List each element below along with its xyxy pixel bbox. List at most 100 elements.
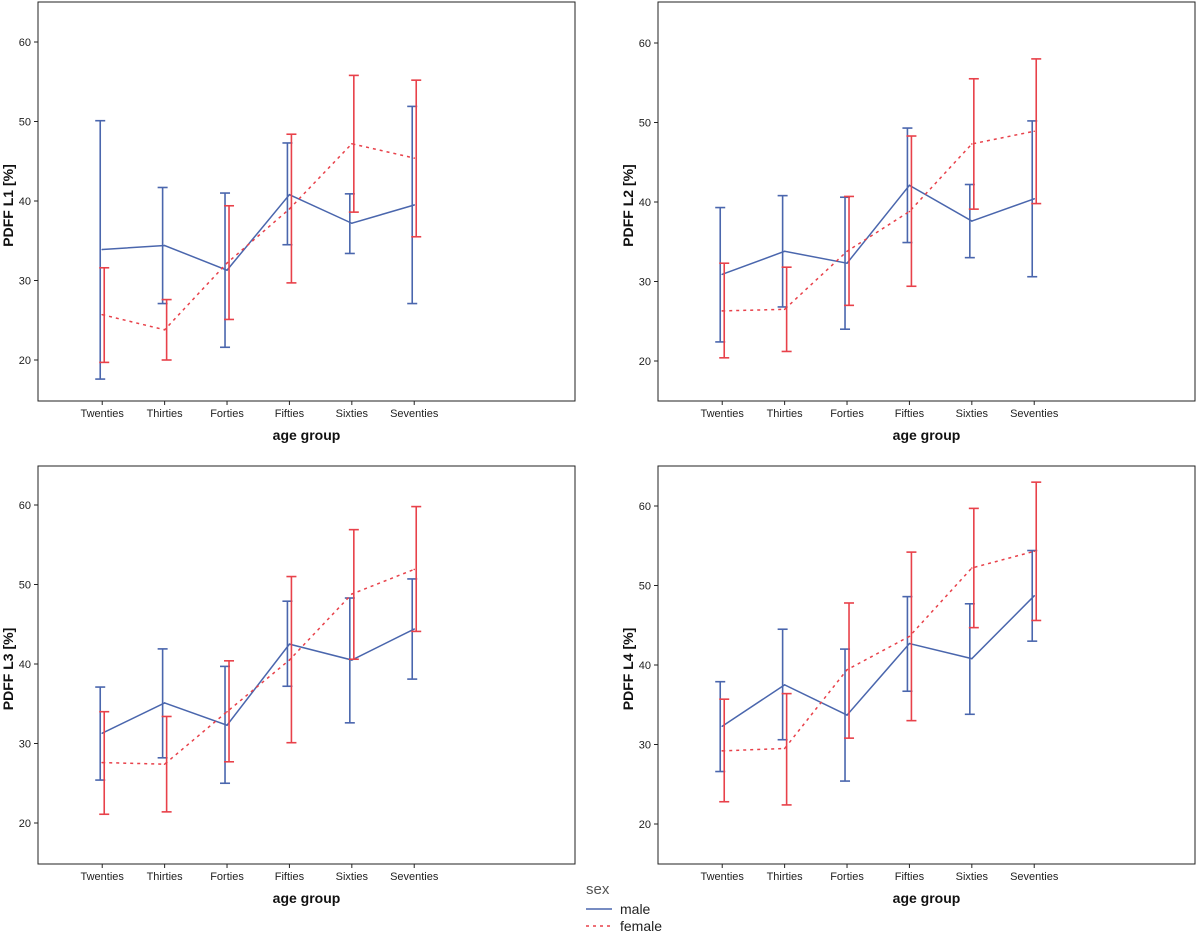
y-tick-label: 30	[19, 739, 31, 751]
x-tick-label: Thirties	[767, 408, 804, 420]
y-tick-label: 20	[19, 818, 31, 830]
x-tick-label: Twenties	[701, 408, 745, 420]
x-tick-label: Thirties	[147, 871, 184, 883]
chart-panel-4: 20 30 40 50 60 Twenties Thirties Forties Fifties…	[620, 465, 1196, 906]
y-tick-label: 60	[639, 38, 651, 50]
series-line-male	[721, 184, 1035, 276]
y-tick-label: 60	[19, 37, 31, 49]
legend-label-female: female	[620, 918, 662, 934]
data-point-female	[351, 142, 353, 145]
y-tick-label: 40	[19, 196, 31, 208]
error-bar-male	[220, 192, 231, 349]
error-bar-female	[1031, 481, 1042, 622]
x-axis-title: age group	[893, 890, 961, 906]
error-bar-female	[161, 298, 172, 361]
data-point-male	[163, 244, 166, 247]
x-tick-label: Forties	[210, 871, 244, 883]
data-point-male	[351, 222, 353, 225]
plot-frame	[657, 465, 1196, 865]
x-tick-label: Sixties	[336, 408, 369, 420]
x-tick-label: Sixties	[956, 408, 989, 420]
x-tick-label: Forties	[830, 871, 864, 883]
data-point-male	[783, 250, 786, 253]
y-tick-label: 30	[639, 277, 651, 289]
x-tick-label: Sixties	[336, 871, 369, 883]
x-tick-label: Thirties	[147, 408, 184, 420]
error-bar-female	[224, 204, 235, 321]
series-line-male	[721, 595, 1035, 727]
data-point-female	[351, 593, 353, 595]
error-bar-female	[286, 133, 297, 284]
y-tick-label: 50	[639, 118, 651, 130]
series-line-female	[102, 568, 415, 765]
error-bar-female	[968, 77, 979, 210]
x-tick-label: Fifties	[275, 408, 305, 420]
x-tick-label: Fifties	[895, 871, 925, 883]
data-point-male	[101, 732, 104, 734]
data-point-female	[971, 567, 973, 569]
data-point-male	[971, 220, 973, 222]
y-axis-title: PDFF L1 [%]	[0, 164, 16, 246]
data-point-female	[163, 328, 166, 331]
error-bar-female	[99, 266, 110, 364]
data-point-male	[908, 642, 911, 645]
data-point-male	[288, 193, 291, 196]
data-point-female	[783, 747, 786, 750]
x-tick-label: Fifties	[895, 408, 925, 420]
error-bar-male	[95, 119, 106, 380]
legend: sex male female	[586, 881, 662, 934]
x-tick-label: Thirties	[767, 871, 804, 883]
data-point-female	[908, 635, 911, 638]
x-axis-title: age group	[893, 427, 961, 443]
data-point-male	[908, 184, 911, 187]
series-line-male	[102, 193, 415, 272]
x-tick-label: Seventies	[390, 408, 439, 420]
chart-panel-2: 20 30 40 50 60 Twenties Thirties Forties Fifties…	[620, 1, 1196, 443]
y-axis-title: PDFF L3 [%]	[0, 628, 16, 710]
data-point-female	[1033, 550, 1036, 553]
error-bar-female	[224, 660, 235, 763]
y-tick-label: 40	[639, 660, 651, 672]
data-point-female	[101, 761, 104, 764]
data-point-female	[846, 250, 848, 253]
y-axis-title: PDFF L2 [%]	[620, 164, 636, 246]
data-point-male	[721, 273, 724, 276]
data-point-female	[1033, 130, 1036, 133]
plot-frame	[37, 1, 576, 402]
y-axis-title: PDFF L4 [%]	[620, 628, 636, 710]
data-point-female	[288, 208, 291, 210]
data-point-female	[413, 568, 416, 571]
data-point-female	[226, 262, 228, 264]
y-tick-label: 60	[19, 500, 31, 512]
error-bar-female	[286, 575, 297, 744]
error-bar-female	[348, 74, 359, 213]
data-point-female	[101, 313, 104, 316]
y-tick-label: 40	[19, 659, 31, 671]
data-point-male	[226, 724, 228, 727]
error-bar-female	[906, 135, 917, 288]
x-tick-label: Seventies	[1010, 871, 1059, 883]
x-tick-label: Forties	[830, 408, 864, 420]
data-point-female	[721, 310, 724, 312]
series-line-female	[722, 130, 1035, 312]
data-point-male	[1033, 198, 1036, 200]
x-tick-label: Twenties	[701, 871, 745, 883]
data-point-female	[288, 659, 291, 661]
x-tick-label: Seventies	[1010, 408, 1059, 420]
data-point-female	[971, 143, 973, 145]
error-bar-female	[348, 528, 359, 661]
series-line-female	[102, 142, 415, 331]
data-point-male	[846, 714, 848, 716]
y-tick-label: 20	[639, 819, 651, 831]
error-bar-female	[411, 505, 422, 633]
y-tick-label: 30	[19, 276, 31, 288]
error-bar-female	[968, 507, 979, 629]
data-point-male	[226, 269, 228, 271]
x-axis-title: age group	[273, 427, 341, 443]
error-bar-female	[844, 195, 855, 307]
data-point-female	[783, 308, 786, 311]
error-bar-female	[719, 262, 730, 359]
series-line-female	[722, 550, 1035, 752]
y-tick-label: 60	[639, 501, 651, 513]
